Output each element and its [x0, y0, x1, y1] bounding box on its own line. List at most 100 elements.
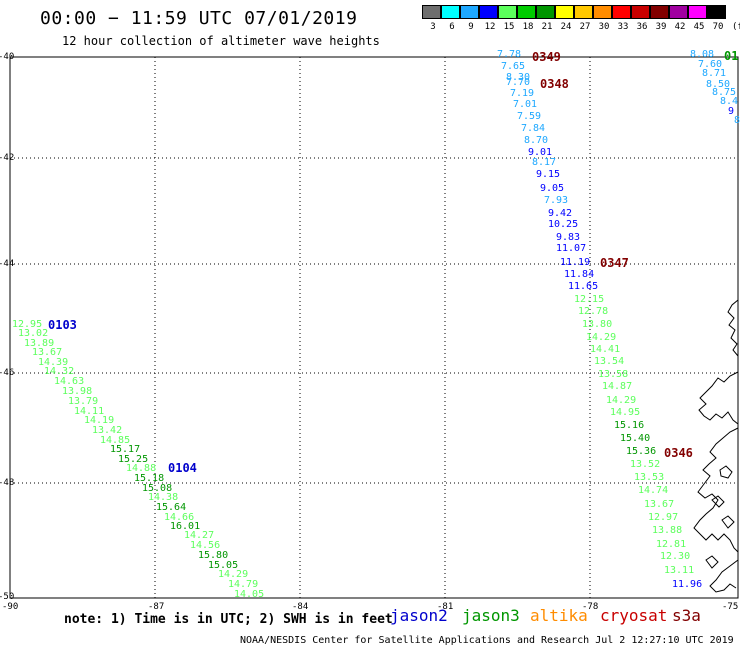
wave-height-label: 15.16	[614, 420, 645, 431]
wave-height-label: 13.53	[634, 472, 665, 483]
wave-height-label: 8.4	[720, 96, 739, 107]
legend-swatch	[498, 5, 517, 19]
wave-height-label: 14.39	[38, 357, 69, 368]
lat-tick-label: -50	[0, 592, 15, 602]
wave-height-label: 8.08	[690, 49, 715, 60]
legend-swatch	[612, 5, 631, 19]
wave-height-label: 14.63	[54, 376, 85, 387]
coastline-segment	[709, 559, 739, 593]
wave-height-label: 14.05	[234, 589, 265, 600]
legend-label: 36	[636, 22, 648, 32]
pass-time-label: 0104	[168, 461, 197, 475]
wave-height-label: 14.87	[602, 381, 633, 392]
wave-height-label: 14.85	[100, 435, 131, 446]
wave-height-label: 14.38	[148, 492, 179, 503]
satellite-legend-cryosat: cryosat	[600, 606, 668, 625]
wave-height-label: 12.81	[656, 539, 687, 550]
legend-swatch	[707, 5, 726, 19]
wave-height-label: 13.98	[62, 386, 93, 397]
wave-height-label: 15.64	[156, 502, 187, 513]
lat-tick-label: -42	[0, 153, 15, 163]
legend-swatch	[479, 5, 498, 19]
wave-height-label: 11.84	[564, 269, 595, 280]
legend-label: 21	[541, 22, 553, 32]
wave-height-label: 9.01	[528, 147, 553, 158]
legend-unit: (ft)	[732, 22, 740, 32]
wave-height-label: 14.19	[84, 415, 115, 426]
wave-height-label: 13.89	[24, 338, 55, 349]
wave-height-label: 7.93	[544, 195, 569, 206]
wave-height-label: 7.65	[501, 61, 526, 72]
wave-height-label: 14.79	[228, 579, 259, 590]
coastline-segment	[727, 299, 739, 357]
island-outline	[705, 555, 719, 569]
wave-height-label: 15.08	[142, 483, 173, 494]
wave-height-label: 14.66	[164, 512, 195, 523]
wave-height-label: 14.88	[126, 463, 157, 474]
legend-swatch	[650, 5, 669, 19]
wave-height-label: 13.52	[630, 459, 661, 470]
wave-height-label: 11.65	[568, 281, 599, 292]
legend-label: 30	[598, 22, 610, 32]
lat-tick-label: -46	[0, 368, 15, 378]
wave-height-label: 15.17	[110, 444, 141, 455]
legend-swatch	[441, 5, 460, 19]
wave-height-label: 8.30	[506, 72, 531, 83]
wave-height-label: 14.27	[184, 530, 215, 541]
wave-height-label: 13.88	[652, 525, 683, 536]
wave-height-label: 12.95	[12, 319, 43, 330]
island-outline	[721, 515, 735, 529]
wave-height-label: 14.29	[586, 332, 617, 343]
pass-time-label: 0348	[540, 77, 569, 91]
wave-height-label: 7.01	[513, 99, 538, 110]
footer-note: note: 1) Time is in UTC; 2) SWH is in fe…	[64, 612, 393, 627]
legend-label: 6	[449, 22, 455, 32]
legend-swatch	[593, 5, 612, 19]
lon-tick-label: -78	[582, 602, 599, 612]
wave-height-label: 13.79	[68, 396, 99, 407]
wave-height-label: 7.78	[497, 49, 522, 60]
wave-height-label: 15.80	[198, 550, 229, 561]
legend-label: 9	[468, 22, 474, 32]
wave-height-label: 14.11	[74, 406, 105, 417]
legend-label: 39	[655, 22, 667, 32]
wave-height-label: 13.67	[32, 347, 63, 358]
pass-time-label: 0103	[48, 318, 77, 332]
lon-tick-label: -81	[437, 602, 454, 612]
wave-height-label: 8.75	[712, 87, 737, 98]
wave-height-label: 8.50	[706, 79, 731, 90]
map-frame	[9, 56, 739, 599]
legend-swatch	[460, 5, 479, 19]
wave-height-label: 13.67	[644, 499, 675, 510]
wave-height-label: 13.11	[664, 565, 695, 576]
wave-height-label: 14.32	[44, 366, 75, 377]
lon-tick-label: -75	[722, 602, 739, 612]
wave-height-label: 11.07	[556, 243, 587, 254]
wave-height-label: 8.17	[532, 157, 557, 168]
legend-label: 70	[712, 22, 724, 32]
wave-height-label: 15.05	[208, 560, 239, 571]
wave-height-label: 15.25	[118, 454, 149, 465]
wave-height-label: 7.70	[506, 77, 531, 88]
wave-height-label: 7.19	[510, 88, 535, 99]
island-outline	[711, 495, 725, 508]
legend-swatch	[536, 5, 555, 19]
wave-height-label: 14.29	[218, 569, 249, 580]
wave-height-label: 11.96	[672, 579, 703, 590]
pass-time-label: 0349	[532, 50, 561, 64]
legend-swatch	[422, 5, 441, 19]
lon-tick-label: -90	[2, 602, 19, 612]
wave-height-label: 14.41	[590, 344, 621, 355]
chart-subtitle: 12 hour collection of altimeter wave hei…	[62, 34, 380, 48]
wave-height-label: 12.78	[578, 306, 609, 317]
wave-height-label: 14.56	[190, 540, 221, 551]
lat-tick-label: -44	[0, 259, 15, 269]
credit-line: NOAA/NESDIS Center for Satellite Applica…	[240, 635, 734, 646]
wave-height-label: 14.74	[638, 485, 669, 496]
wave-height-label: 8.70	[524, 135, 549, 146]
wave-height-label: 7.59	[517, 111, 542, 122]
wave-height-label: 13.02	[18, 328, 49, 339]
legend-label: 18	[522, 22, 534, 32]
wave-height-label: 9.05	[540, 183, 565, 194]
wave-height-label: 15.40	[620, 433, 651, 444]
